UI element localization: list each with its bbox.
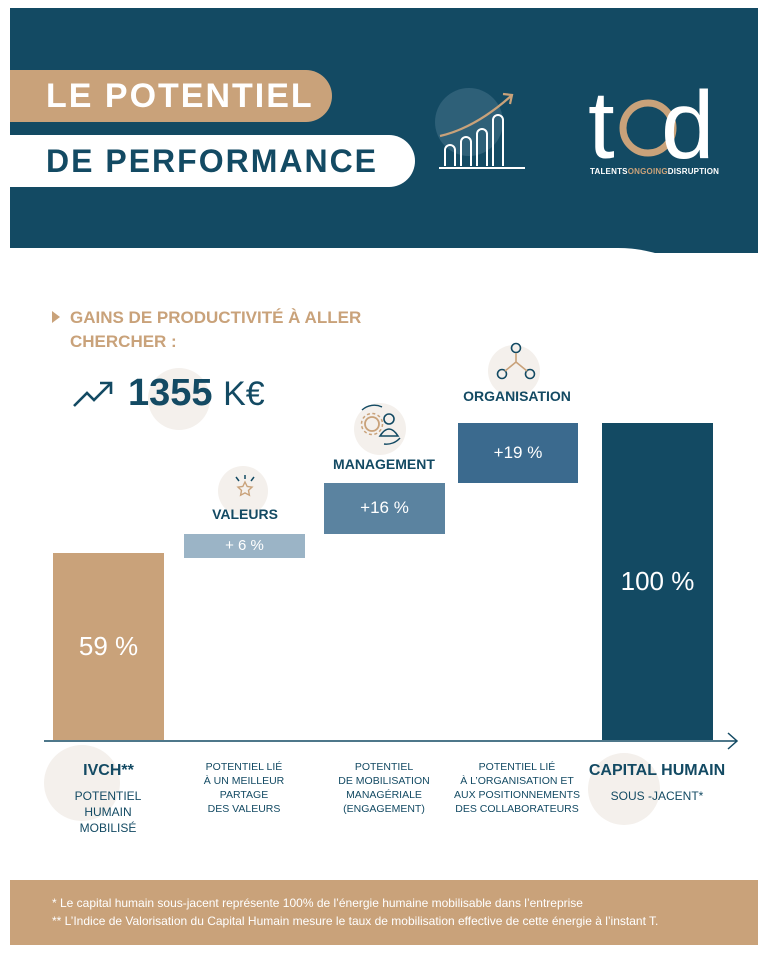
play-triangle-icon bbox=[52, 311, 60, 323]
footnote-2: ** L’Indice de Valorisation du Capital H… bbox=[52, 914, 659, 928]
category-label-ivch: IVCH** bbox=[83, 762, 134, 779]
category-label-management: MANAGEMENT bbox=[333, 456, 435, 472]
description-management: POTENTIEL DE MOBILISATION MANAGÉRIALE (ENGA… bbox=[338, 761, 430, 815]
category-label-capital-humain: CAPITAL HUMAIN bbox=[588, 762, 726, 779]
trend-up-icon bbox=[73, 381, 113, 407]
tod-logo: t d bbox=[588, 80, 714, 165]
bar-value-label: 59 % bbox=[78, 630, 139, 661]
bar-value-label: + 6 % bbox=[225, 536, 264, 554]
bar-organisation: +19 % bbox=[458, 423, 578, 484]
footnote-1: * Le capital humain sous-jacent représen… bbox=[52, 896, 583, 910]
category-label-valeurs: VALEURS bbox=[212, 506, 278, 522]
bar-capital-humain: 100 % bbox=[602, 423, 713, 740]
header-band bbox=[10, 8, 758, 253]
description-ivch: POTENTIEL HUMAIN MOBILISÉ bbox=[74, 789, 142, 835]
gains-heading: GAINS DE PRODUCTIVITÉ À ALLER CHERCHER : bbox=[52, 306, 361, 354]
decor-circle bbox=[218, 466, 268, 516]
description-organisation: POTENTIEL LIÉ À L’ORGANISATION ET AUX POSI… bbox=[453, 761, 580, 815]
bar-ivch: 59 % bbox=[53, 552, 164, 740]
logo-text: t bbox=[588, 80, 614, 165]
category-label-organisation: ORGANISATION bbox=[463, 388, 571, 404]
decor-circle bbox=[148, 368, 210, 430]
bar-management: +16 % bbox=[324, 483, 445, 534]
footer-notes: * Le capital humain sous-jacent représen… bbox=[10, 880, 758, 945]
growth-bars-icon bbox=[435, 88, 525, 169]
bar-valeurs: + 6 % bbox=[184, 533, 305, 558]
logo-subtitle: TALENTSONGOINGDISRUPTION bbox=[590, 167, 720, 176]
decor-circle bbox=[488, 345, 540, 397]
x-axis bbox=[44, 732, 739, 750]
bar-value-label: +19 % bbox=[493, 443, 543, 462]
title-line-1: LE POTENTIEL bbox=[10, 70, 332, 122]
decor-circle bbox=[588, 753, 660, 825]
gains-amount: 1355 K€ bbox=[128, 372, 265, 414]
decor-circle bbox=[44, 745, 120, 821]
title-line-2: DE PERFORMANCE bbox=[10, 135, 415, 187]
description-capital-humain: SOUS -JACENT* bbox=[610, 789, 704, 803]
network-icon bbox=[496, 342, 536, 380]
svg-text:d: d bbox=[661, 80, 714, 165]
gear-person-icon bbox=[360, 404, 401, 445]
bar-value-label: 100 % bbox=[620, 566, 695, 596]
bar-value-label: +16 % bbox=[360, 498, 409, 518]
description-valeurs: POTENTIEL LIÉ À UN MEILLEUR PARTAGE DES VAL… bbox=[203, 761, 285, 815]
star-icon bbox=[235, 475, 255, 497]
